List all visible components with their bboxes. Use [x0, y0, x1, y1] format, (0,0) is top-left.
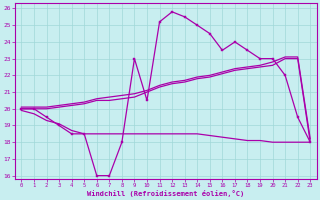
X-axis label: Windchill (Refroidissement éolien,°C): Windchill (Refroidissement éolien,°C): [87, 190, 244, 197]
